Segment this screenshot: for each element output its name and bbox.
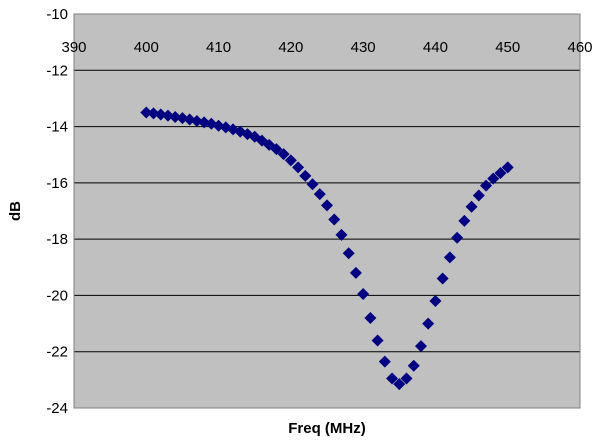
data-point xyxy=(393,378,406,391)
data-point xyxy=(443,251,456,264)
plot-border xyxy=(73,13,581,409)
y-tick-label: -10 xyxy=(46,6,68,23)
data-point xyxy=(140,106,153,119)
data-point xyxy=(501,161,514,174)
data-point xyxy=(357,288,370,301)
data-point xyxy=(465,200,478,213)
data-point xyxy=(386,372,399,385)
data-point xyxy=(198,116,211,129)
x-tick-label: 460 xyxy=(567,39,592,56)
data-point xyxy=(248,130,261,143)
data-point xyxy=(422,317,435,330)
x-tick-label: 450 xyxy=(495,39,520,56)
x-axis-title: Freq (MHz) xyxy=(288,420,366,437)
data-point xyxy=(147,107,160,120)
data-point xyxy=(436,272,449,285)
data-point xyxy=(429,295,442,308)
data-point xyxy=(378,355,391,368)
x-tick-label: 390 xyxy=(61,39,86,56)
y-axis-title: dB xyxy=(7,201,24,221)
x-tick-label: 440 xyxy=(423,39,448,56)
data-point xyxy=(313,188,326,201)
data-point xyxy=(364,311,377,324)
data-point xyxy=(292,161,305,174)
data-point xyxy=(169,111,182,124)
y-tick-label: -14 xyxy=(46,119,68,136)
data-point xyxy=(487,172,500,185)
y-tick-label: -12 xyxy=(46,62,68,79)
data-point xyxy=(277,148,290,161)
x-tick-label: 430 xyxy=(351,39,376,56)
x-tick-labels: 390 400 410 420 430 440 450 460 xyxy=(61,39,592,56)
data-point xyxy=(349,266,362,279)
data-point xyxy=(480,179,493,192)
data-point xyxy=(321,199,333,212)
data-point xyxy=(306,178,319,191)
data-points xyxy=(140,106,514,391)
data-point xyxy=(400,372,413,385)
y-tick-label: -16 xyxy=(46,175,68,192)
data-point xyxy=(342,247,355,260)
data-point xyxy=(371,334,384,347)
data-point xyxy=(284,154,297,167)
y-tick-labels: -10 -12 -14 -16 -18 -20 -22 -24 xyxy=(46,6,68,417)
y-tick-label: -20 xyxy=(46,287,68,304)
data-point xyxy=(451,231,464,244)
x-tick-label: 420 xyxy=(278,39,303,56)
data-point xyxy=(494,167,507,180)
x-tick-label: 410 xyxy=(206,39,231,56)
data-point xyxy=(414,340,427,353)
data-point xyxy=(328,213,341,226)
data-point xyxy=(335,228,348,241)
y-tick-label: -18 xyxy=(46,231,68,248)
data-point xyxy=(299,169,312,182)
data-point xyxy=(154,108,167,121)
x-tick-label: 400 xyxy=(134,39,159,56)
y-tick-label: -22 xyxy=(46,344,68,361)
data-point xyxy=(458,214,471,227)
data-point xyxy=(270,143,283,156)
data-point xyxy=(407,359,420,372)
y-tick-label: -24 xyxy=(46,400,68,417)
data-point xyxy=(472,189,485,202)
